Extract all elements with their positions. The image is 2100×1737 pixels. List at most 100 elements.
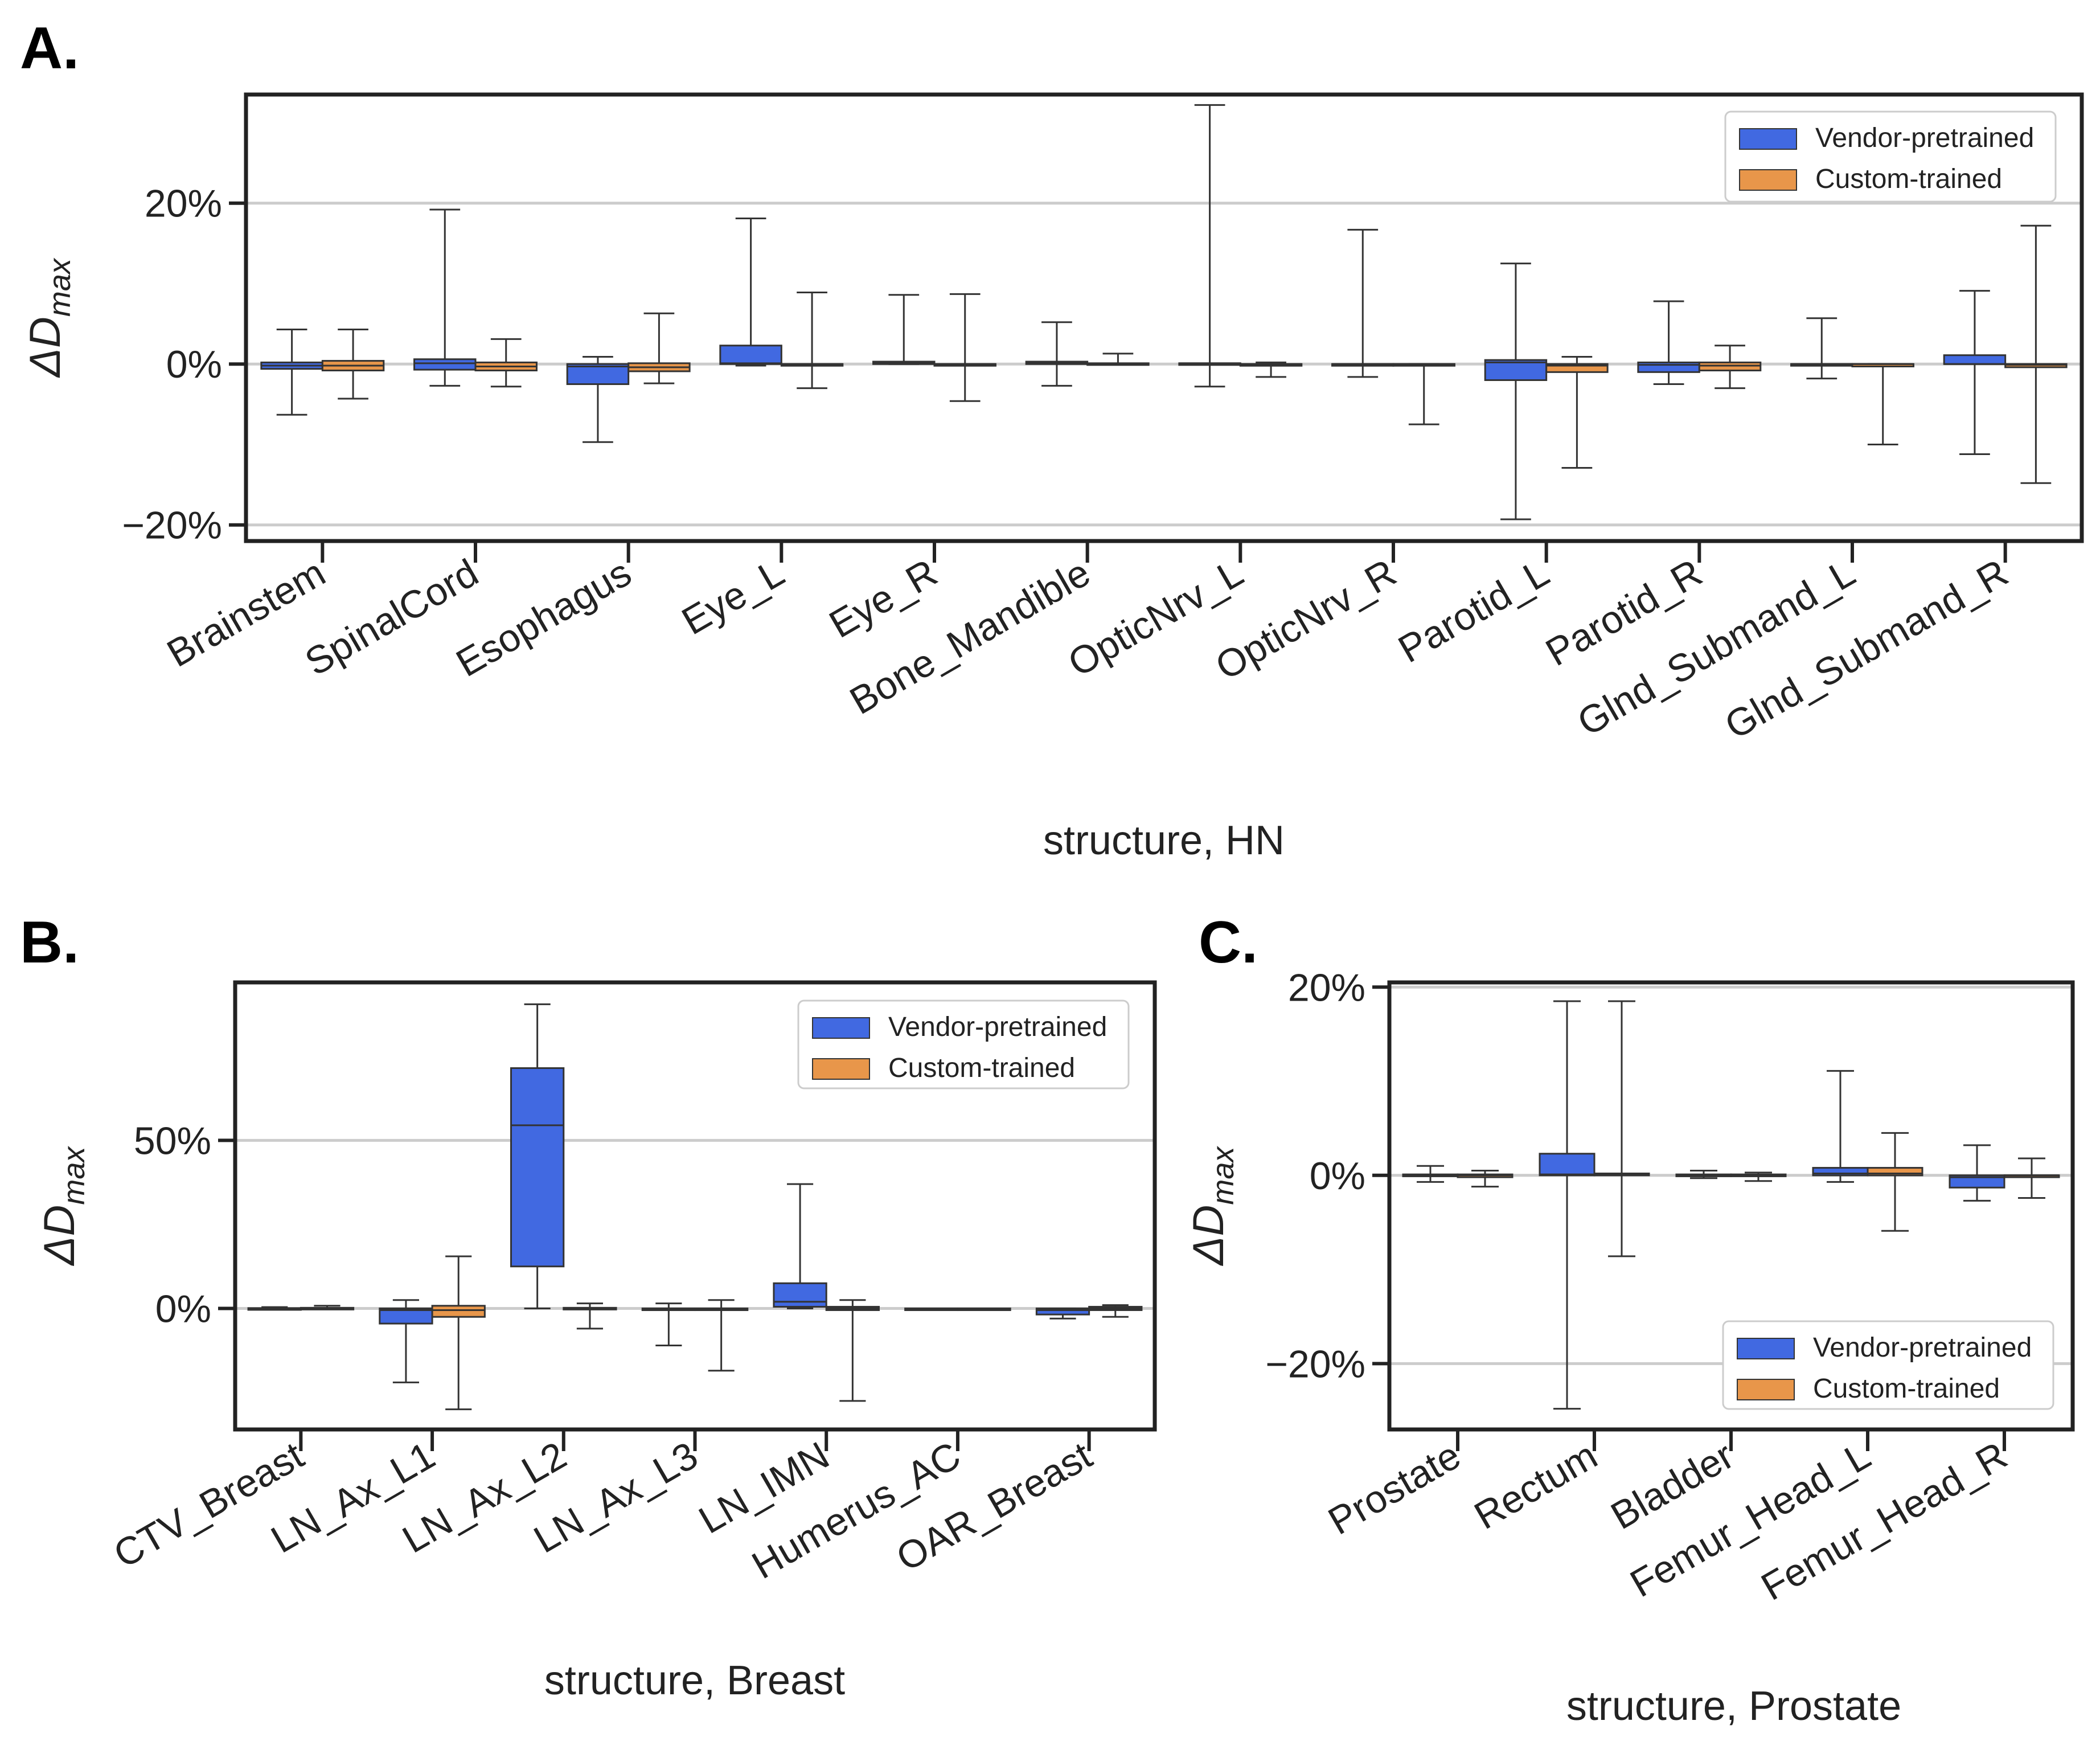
box-femur_head_l-custom — [1867, 1132, 1923, 1232]
box-rectum-custom — [1593, 1000, 1650, 1257]
legend-label: Vendor-pretrained — [1813, 1333, 2032, 1363]
y-tick-label: −20% — [1265, 1342, 1365, 1386]
y-axis-title-sub: max — [43, 257, 77, 317]
box-parotid_l-vendor — [1484, 263, 1548, 521]
box-iqr — [1539, 1153, 1595, 1177]
box-humerus_ac-custom — [957, 1308, 1011, 1312]
x-tick-label: Prostate — [1321, 1433, 1467, 1543]
y-tick-label: 20% — [145, 182, 222, 226]
box-glnd_submand_l-vendor — [1790, 317, 1853, 380]
box-iqr — [566, 363, 630, 386]
box-opticnrv_l-custom — [1239, 361, 1303, 378]
box-iqr — [510, 1067, 565, 1268]
box-prostate-custom — [1457, 1170, 1514, 1188]
panel-c: C.20%0%−20%Prostate Rectum BladderFemur_He… — [1184, 910, 2075, 1729]
box-ctv_breast-custom — [300, 1305, 355, 1310]
y-axis-title-main: ΔD — [1184, 1205, 1233, 1267]
y-tick-label: 0% — [155, 1288, 211, 1331]
box-rectum-vendor — [1539, 1000, 1595, 1410]
legend-box — [1722, 1320, 2054, 1410]
legend-label: Vendor-pretrained — [888, 1012, 1107, 1042]
legend-label: Custom-trained — [1815, 164, 2002, 194]
y-axis-title-sub: max — [1206, 1146, 1240, 1205]
box-parotid_r-custom — [1698, 345, 1762, 390]
box-bladder-custom — [1730, 1171, 1787, 1182]
box-femur_head_l-vendor — [1812, 1070, 1869, 1183]
box-prostate-vendor — [1402, 1165, 1459, 1183]
panel-label: A. — [20, 15, 79, 81]
box-ln_imn-custom — [825, 1299, 880, 1402]
x-tick-label: Femur_Head_R — [1754, 1433, 2015, 1609]
box-brainstem-custom — [321, 328, 385, 400]
box-brainstem-vendor — [260, 328, 323, 416]
box-ln_ax_l2-vendor — [510, 1003, 565, 1310]
x-tick-label: CTV_Breast — [106, 1433, 311, 1576]
y-axis-title-sub: max — [57, 1146, 91, 1205]
legend-swatch-vendor — [1739, 128, 1797, 150]
box-bone_mandible-custom — [1086, 353, 1150, 366]
x-tick-label: Eye_L — [675, 551, 791, 643]
box-esophagus-custom — [627, 312, 691, 384]
panel-label: B. — [20, 910, 79, 976]
box-parotid_l-custom — [1545, 356, 1609, 469]
box-spinalcord-vendor — [413, 208, 477, 387]
y-tick-label: 0% — [1310, 1154, 1365, 1198]
y-axis-title: ΔDmax — [35, 1146, 91, 1267]
x-tick-label: Femur_Head_L — [1623, 1433, 1877, 1605]
legend-swatch-custom — [812, 1058, 870, 1080]
box-eye_l-custom — [780, 292, 844, 390]
box-iqr — [431, 1305, 486, 1318]
x-axis-title: structure, HN — [1043, 818, 1285, 863]
x-tick-label: Glnd_Submand_R — [1718, 551, 2016, 748]
plot-frame — [244, 92, 2084, 543]
legend-label: Custom-trained — [1813, 1374, 2000, 1404]
y-axis-title-main: ΔD — [35, 1205, 84, 1267]
box-bone_mandible-vendor — [1025, 321, 1089, 387]
x-tick-label: Esophagus — [449, 551, 638, 685]
box-ln_ax_l1-vendor — [379, 1299, 433, 1383]
panel-b: B.50%0%CTV_BreastLN_Ax_L1LN_Ax_L2LN_Ax_L… — [20, 910, 1157, 1703]
x-tick-label: Rectum — [1467, 1433, 1605, 1538]
legend-swatch-vendor — [812, 1017, 870, 1039]
legend-box — [797, 999, 1130, 1089]
legend-swatch-custom — [1737, 1379, 1795, 1400]
box-iqr — [719, 345, 782, 365]
legend: Vendor-pretrained Custom-trained — [1722, 1320, 2054, 1410]
box-glnd_submand_r-vendor — [1943, 290, 2007, 455]
legend-label: Custom-trained — [888, 1053, 1075, 1083]
box-iqr — [1484, 359, 1548, 381]
box-ln_ax_l3-custom — [694, 1299, 749, 1372]
box-bladder-vendor — [1675, 1170, 1732, 1179]
x-axis-title: structure, Prostate — [1566, 1683, 1901, 1729]
box-oar_breast-vendor — [1035, 1308, 1090, 1320]
x-axis-title: structure, Breast — [544, 1658, 845, 1703]
box-parotid_r-vendor — [1637, 300, 1700, 386]
box-eye_r-vendor — [872, 294, 936, 365]
box-eye_l-vendor — [719, 218, 782, 367]
y-axis-title: ΔDmax — [1184, 1146, 1240, 1267]
box-opticnrv_r-custom — [1392, 363, 1455, 425]
box-femur_head_r-custom — [2003, 1157, 2060, 1199]
box-eye_r-custom — [933, 293, 996, 402]
box-glnd_submand_r-custom — [2004, 224, 2068, 484]
x-tick-label: SpinalCord — [298, 551, 485, 684]
y-tick-label: 0% — [166, 343, 222, 386]
box-opticnrv_r-vendor — [1331, 228, 1394, 378]
legend-swatch-custom — [1739, 169, 1797, 191]
box-ln_imn-vendor — [773, 1183, 827, 1310]
x-tick-label: Parotid_L — [1391, 551, 1556, 671]
y-tick-label: −20% — [122, 504, 222, 547]
box-iqr — [1949, 1174, 2005, 1189]
box-ln_ax_l3-vendor — [641, 1302, 696, 1346]
legend: Vendor-pretrained Custom-trained — [797, 999, 1130, 1089]
box-oar_breast-custom — [1088, 1304, 1143, 1318]
box-iqr — [1943, 354, 2007, 365]
x-tick-label: Glnd_Submand_L — [1570, 551, 1863, 744]
x-tick-label: Eye_R — [822, 551, 945, 646]
box-iqr — [773, 1282, 827, 1308]
y-axis-title: ΔDmax — [21, 257, 77, 378]
box-opticnrv_l-vendor — [1178, 104, 1241, 388]
legend-label: Vendor-pretrained — [1815, 123, 2034, 153]
box-esophagus-vendor — [566, 356, 630, 443]
